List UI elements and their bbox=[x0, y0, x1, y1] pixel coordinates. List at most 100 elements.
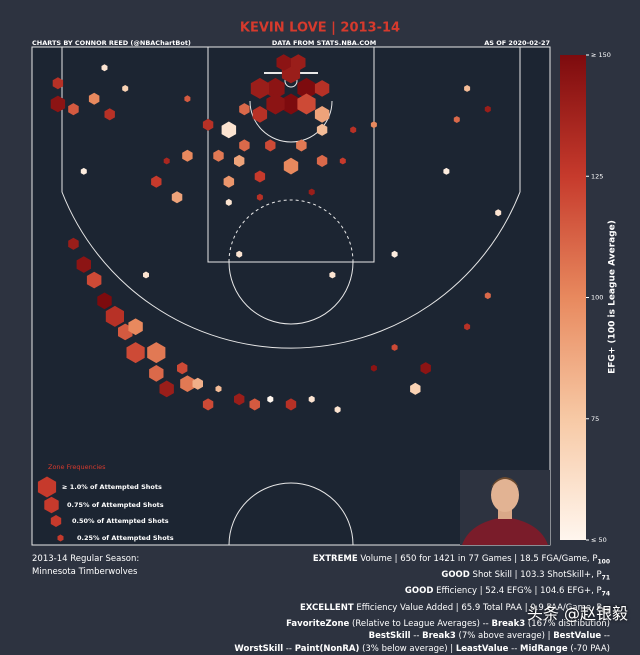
stat-text: Paint(NonRA) bbox=[294, 643, 360, 654]
legend-hex bbox=[50, 515, 62, 527]
legend-hex bbox=[37, 476, 57, 498]
stat-text: Shot Skill | 103.3 ShotSkill+, P bbox=[469, 570, 602, 581]
hex bbox=[334, 406, 341, 414]
hex bbox=[239, 103, 250, 116]
stat-text: EXTREME bbox=[312, 554, 358, 564]
stat-text: 89 bbox=[601, 607, 610, 615]
stat-text: 74 bbox=[601, 591, 610, 599]
stat-text: FavoriteZone bbox=[286, 618, 350, 629]
hex bbox=[266, 77, 285, 99]
hex bbox=[80, 167, 87, 175]
stat-text: -- bbox=[283, 643, 295, 654]
court-lines bbox=[31, 46, 551, 546]
hex bbox=[182, 149, 193, 162]
legend-hex bbox=[44, 496, 59, 514]
stat-text: -- bbox=[410, 631, 423, 642]
hex bbox=[86, 271, 102, 289]
stat-line: GOOD Efficiency | 52.4 EFG% | 104.6 EFG+… bbox=[234, 585, 610, 601]
hex bbox=[252, 106, 268, 123]
hex bbox=[215, 385, 222, 393]
hex bbox=[239, 139, 250, 152]
hex bbox=[297, 93, 316, 115]
colorbar-tick-label: 100 bbox=[591, 294, 603, 302]
stat-text: Break3 bbox=[422, 631, 456, 642]
stat-line: WorstSkill -- Paint(NonRA) (3% below ave… bbox=[234, 643, 610, 655]
hex bbox=[149, 365, 164, 382]
hex bbox=[236, 250, 243, 258]
hex bbox=[339, 157, 346, 165]
stat-text: MidRange bbox=[519, 643, 568, 654]
hex bbox=[283, 157, 299, 175]
hex bbox=[105, 305, 124, 327]
stat-text: BestValue bbox=[553, 631, 602, 642]
team: Minnesota Timberwolves bbox=[32, 567, 138, 577]
legend-hex bbox=[57, 534, 64, 542]
colorbar bbox=[560, 55, 586, 540]
court-floor bbox=[32, 47, 550, 545]
stat-text: 100 bbox=[597, 558, 610, 566]
footer-left: 2013-14 Regular Season: Minnesota Timber… bbox=[32, 553, 139, 579]
hex bbox=[256, 193, 263, 201]
stat-text: (Relative to League Averages) -- bbox=[349, 618, 492, 629]
hex bbox=[484, 105, 491, 113]
stat-text: WorstSkill bbox=[234, 643, 284, 654]
credit: CHARTS BY CONNOR REED (@NBAChartBot) bbox=[32, 39, 191, 47]
stat-text: Volume | 650 for 1421 in 77 Games | 18.5… bbox=[357, 554, 598, 564]
hex bbox=[267, 395, 274, 403]
page: KEVIN LOVE | 2013-14 CHARTS BY CONNOR RE… bbox=[31, 20, 628, 654]
hex bbox=[291, 54, 306, 71]
hex bbox=[329, 271, 336, 279]
hex bbox=[297, 77, 316, 99]
watermark: 头条 @赵银毅 bbox=[526, 604, 628, 623]
hex bbox=[254, 170, 266, 183]
stat-text: (3% below average) | bbox=[359, 643, 456, 654]
hex bbox=[234, 393, 245, 406]
legend-label: 0.50% of Attempted Shots bbox=[72, 517, 169, 525]
hex bbox=[370, 121, 377, 129]
date: AS OF 2020-02-27 bbox=[484, 39, 550, 47]
hex bbox=[308, 395, 315, 403]
colorbar-tick-label: ≤ 50 bbox=[591, 536, 607, 544]
season: 2013-14 Regular Season: bbox=[32, 554, 140, 564]
hex bbox=[101, 64, 108, 72]
hex bbox=[443, 167, 450, 175]
stat-text: BestSkill bbox=[368, 631, 411, 642]
hex bbox=[391, 344, 398, 351]
hex bbox=[296, 139, 307, 152]
stat-line: BestSkill -- Break3 (7% above average) |… bbox=[234, 630, 610, 643]
hex bbox=[225, 198, 232, 206]
hex bbox=[266, 93, 285, 115]
legend-label: 0.25% of Attempted Shots bbox=[77, 534, 174, 542]
stat-text: LeastValue bbox=[455, 643, 509, 654]
legend-label: 0.75% of Attempted Shots bbox=[67, 501, 164, 509]
hex bbox=[88, 92, 100, 105]
hex bbox=[192, 377, 203, 390]
hex bbox=[180, 375, 195, 392]
hex bbox=[285, 398, 297, 411]
hex bbox=[122, 85, 129, 92]
hex bbox=[316, 154, 328, 167]
hex bbox=[126, 342, 145, 364]
hex bbox=[202, 118, 214, 131]
hex bbox=[184, 95, 191, 103]
hex bbox=[104, 108, 115, 121]
hex bbox=[223, 175, 235, 188]
stat-text: GOOD bbox=[441, 570, 470, 581]
hex bbox=[391, 250, 398, 258]
player-photo bbox=[460, 470, 550, 545]
hex bbox=[370, 364, 377, 372]
hex bbox=[281, 93, 301, 115]
hex bbox=[464, 85, 471, 92]
stat-text: (-70 PAA) bbox=[567, 643, 610, 654]
hex bbox=[484, 292, 491, 300]
legend-title: Zone Frequencies bbox=[48, 463, 106, 471]
stat-text: Efficiency Value Added | 65.9 Total PAA … bbox=[353, 602, 602, 613]
hex bbox=[316, 123, 328, 136]
hex bbox=[50, 95, 66, 113]
chart-title: KEVIN LOVE | 2013-14 bbox=[240, 21, 400, 36]
colorbar-label: EFG+ (100 is League Average) bbox=[608, 220, 618, 374]
hex bbox=[350, 126, 357, 134]
stat-text: (167% distribution) bbox=[525, 618, 610, 629]
legend-label: ≥ 1.0% of Attempted Shots bbox=[62, 483, 162, 491]
stat-line: EXTREME Volume | 650 for 1421 in 77 Game… bbox=[234, 553, 610, 569]
